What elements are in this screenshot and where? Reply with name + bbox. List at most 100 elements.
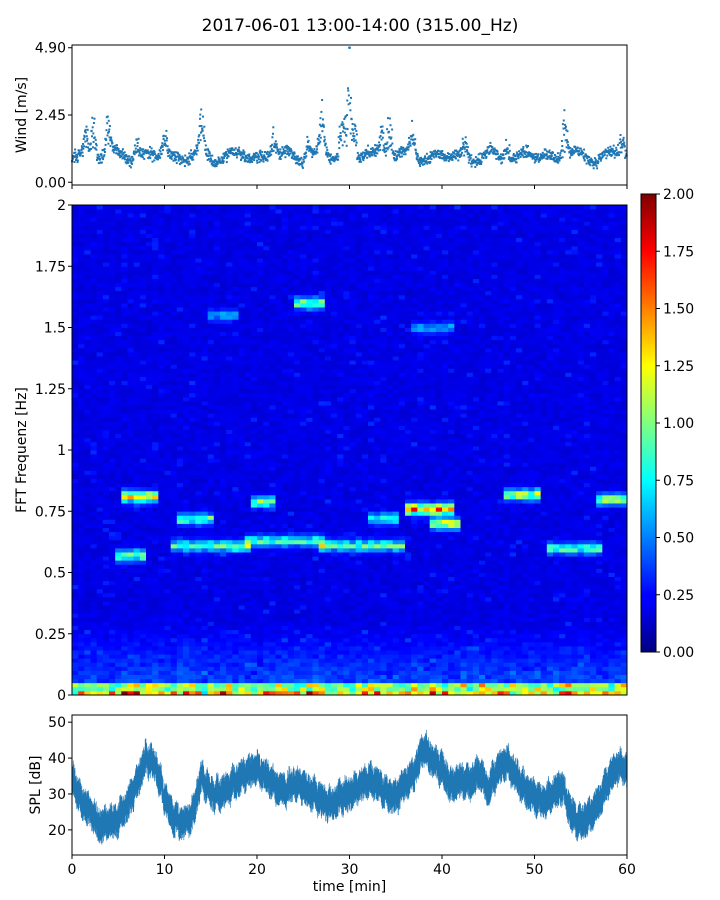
wind-point [281, 146, 284, 149]
spectrogram-cell [183, 490, 190, 496]
wind-point [100, 153, 103, 156]
spectrogram-cell [189, 225, 196, 230]
spectrogram-cell [139, 343, 147, 349]
spectrogram-cell [146, 425, 153, 430]
spectrogram-cell [176, 625, 184, 631]
wind-point [135, 138, 138, 141]
spectrogram-cell [170, 654, 178, 659]
spectrogram-cell [220, 392, 227, 398]
wind-point [482, 157, 485, 159]
spectrogram-cell [84, 511, 91, 516]
wind-point [376, 152, 379, 155]
spectrogram-cell [207, 507, 215, 512]
spectrogram-cell [189, 609, 196, 614]
wind-point [433, 150, 436, 153]
spectrogram-cell [176, 396, 184, 402]
spectrogram-cell [121, 241, 128, 247]
wind-point [362, 159, 365, 162]
spectrogram-cell [164, 343, 172, 349]
spectrogram-cell [121, 678, 128, 684]
spectrogram-cell [96, 474, 104, 479]
spectrogram-cell [84, 409, 91, 414]
wind-point [237, 153, 240, 156]
spectrogram-cell [164, 650, 172, 655]
wind-point [561, 123, 564, 126]
spectrogram-cell [201, 470, 209, 475]
spectrogram-cell [90, 584, 98, 590]
spectrogram-cell [102, 621, 110, 626]
spectrogram-cell [96, 494, 104, 500]
wind-point [310, 149, 312, 152]
wind-point [565, 139, 568, 142]
spectrogram-cell [170, 356, 178, 361]
spectrogram-cell [72, 233, 79, 239]
spectrogram-cell [72, 331, 79, 337]
wind-point [106, 115, 109, 118]
spectrogram-cell [220, 331, 227, 337]
spectrogram-cell [170, 258, 178, 263]
wind-point [461, 137, 464, 140]
spectrogram-cell [139, 670, 147, 675]
spectrogram-cell [183, 576, 190, 582]
spectrogram-cell [158, 311, 165, 316]
spectrogram-cell [170, 478, 178, 484]
wind-point [310, 150, 313, 153]
spectrogram-cell [176, 364, 184, 369]
spectrogram-cell [226, 245, 233, 251]
spectrogram-cell [90, 307, 98, 312]
spectrogram-cell [78, 241, 85, 247]
spectrogram-cell [90, 319, 98, 324]
spectrogram-cell [72, 347, 79, 353]
wind-point [132, 158, 135, 161]
spectrogram-cell [152, 278, 159, 283]
spectrogram-cell [189, 437, 196, 443]
wind-point [242, 156, 245, 159]
spectrogram-cell [158, 298, 165, 304]
spectrogram-cell [78, 625, 85, 631]
wind-point [275, 143, 278, 146]
spectrogram-cell [139, 588, 147, 594]
wind-point [492, 152, 495, 155]
spectrogram-cell [72, 499, 79, 504]
spectrogram-cell [139, 368, 147, 373]
spectrogram-cell [139, 682, 147, 688]
spectrogram-cell [109, 254, 116, 259]
wind-point [355, 144, 357, 147]
spectrogram-cell [164, 523, 172, 528]
spectrogram-cell [90, 441, 98, 447]
spectrogram-cell [164, 531, 172, 537]
spectrogram-cell [133, 515, 141, 520]
spectrogram-cell [164, 654, 172, 659]
wind-point [346, 99, 349, 102]
spectrogram-cell [127, 674, 135, 680]
spectrogram-cell [96, 327, 104, 332]
spectrogram-cell [170, 682, 178, 688]
spectrogram-cell [78, 405, 85, 410]
wind-point [308, 145, 311, 148]
spectrogram-cell [158, 633, 165, 639]
spectrogram-cell [121, 343, 128, 349]
spectrogram-cell [152, 409, 159, 414]
spectrogram-cell [232, 466, 239, 471]
spectrogram-cell [207, 503, 215, 508]
spectrogram-cell [158, 601, 165, 606]
spectrogram-cell [127, 413, 135, 418]
spectrogram-cell [102, 241, 110, 247]
spectrogram-cell [152, 494, 159, 500]
wind-point [302, 160, 305, 163]
spectrogram-cell [201, 564, 209, 569]
spectrogram-cell [90, 233, 98, 239]
spectrogram-cell [176, 294, 184, 300]
spectrogram-cell [201, 539, 209, 545]
spectrogram-cell [207, 445, 215, 451]
spectrogram-cell [176, 376, 184, 381]
wind-point [391, 128, 394, 131]
wind-point [563, 133, 566, 136]
spectrogram-cell [115, 597, 122, 602]
spectrogram-cell [170, 376, 178, 381]
wind-point [186, 162, 189, 165]
spectrogram-cell [127, 352, 135, 357]
spectrogram-cell [72, 327, 79, 332]
wind-point [477, 153, 480, 156]
spectrogram-cell [146, 356, 153, 361]
